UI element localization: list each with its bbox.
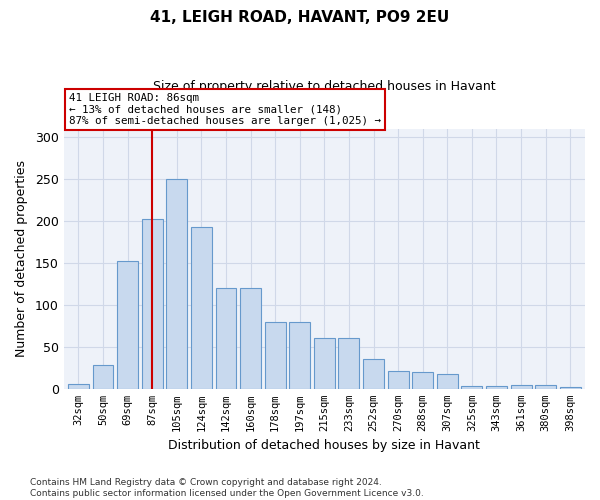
Text: 41 LEIGH ROAD: 86sqm
← 13% of detached houses are smaller (148)
87% of semi-deta: 41 LEIGH ROAD: 86sqm ← 13% of detached h… [69, 93, 381, 126]
X-axis label: Distribution of detached houses by size in Havant: Distribution of detached houses by size … [169, 440, 480, 452]
Bar [388, 371, 409, 389]
Bar [166, 179, 187, 389]
Bar [265, 322, 286, 389]
Bar [486, 386, 507, 389]
Title: Size of property relative to detached houses in Havant: Size of property relative to detached ho… [153, 80, 496, 93]
Bar [191, 227, 212, 389]
Bar [215, 288, 236, 389]
Bar [437, 374, 458, 389]
Bar [412, 372, 433, 389]
Bar [289, 322, 310, 389]
Y-axis label: Number of detached properties: Number of detached properties [15, 160, 28, 358]
Text: 41, LEIGH ROAD, HAVANT, PO9 2EU: 41, LEIGH ROAD, HAVANT, PO9 2EU [151, 10, 449, 25]
Bar [92, 366, 113, 389]
Bar [314, 338, 335, 389]
Text: Contains HM Land Registry data © Crown copyright and database right 2024.
Contai: Contains HM Land Registry data © Crown c… [30, 478, 424, 498]
Bar [511, 384, 532, 389]
Bar [363, 360, 384, 389]
Bar [461, 386, 482, 389]
Bar [535, 384, 556, 389]
Bar [338, 338, 359, 389]
Bar [560, 387, 581, 389]
Bar [68, 384, 89, 389]
Bar [142, 220, 163, 389]
Bar [240, 288, 261, 389]
Bar [117, 260, 138, 389]
